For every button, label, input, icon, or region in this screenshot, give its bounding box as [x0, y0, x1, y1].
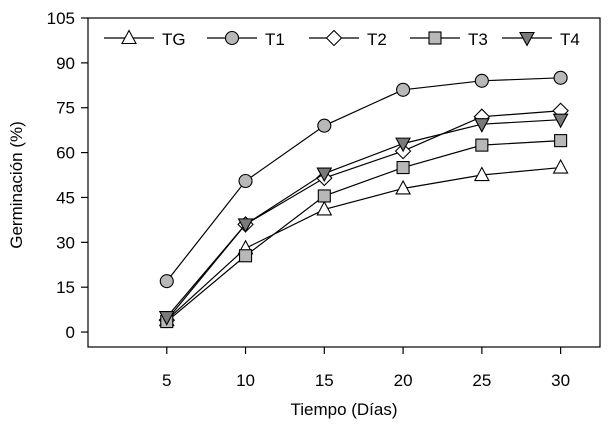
plot-marks — [158, 70, 569, 329]
legend-marker-t4 — [519, 31, 535, 47]
series-t3-line — [166, 140, 561, 323]
series-tg-point — [316, 200, 333, 216]
legend-marker-tg — [121, 29, 137, 45]
series-t1-point — [159, 274, 174, 289]
series-t1-line — [166, 77, 561, 282]
y-tick-label: 30 — [56, 233, 75, 252]
series-t4-point — [552, 113, 569, 129]
legend-marker-t2 — [325, 29, 343, 47]
series-t4-point — [316, 167, 333, 183]
x-tick-label: 5 — [162, 371, 171, 390]
series-t4-point — [158, 311, 175, 326]
series-t3-point — [554, 134, 568, 148]
axes: 0 15 30 45 60 75 90 105 5 10 15 20 25 30 — [47, 9, 601, 390]
x-tick-label: 20 — [394, 371, 413, 390]
legend-label-t3: T3 — [468, 30, 488, 49]
y-tick-label: 45 — [56, 188, 75, 207]
series-tg-point — [552, 158, 569, 174]
x-tick-label: 15 — [315, 371, 334, 390]
y-tick-label: 105 — [47, 9, 75, 28]
series-t1-point — [474, 73, 489, 88]
legend: TG T1 T2 T3 T4 — [104, 29, 580, 49]
series-t4-point — [395, 137, 411, 153]
y-tick-label: 0 — [66, 323, 75, 342]
x-tick-label: 25 — [472, 371, 491, 390]
legend-label-t4: T4 — [560, 30, 580, 49]
legend-label-t1: T1 — [265, 30, 285, 49]
series-t1-point — [396, 82, 411, 97]
legend-marker-t3 — [428, 31, 442, 45]
series-t1-point — [553, 70, 568, 85]
y-axis-title: Germinación (%) — [7, 121, 26, 249]
series-t4-point — [237, 218, 254, 234]
x-tick-label: 10 — [236, 371, 255, 390]
series-t1-point — [317, 118, 332, 133]
series-t4-line — [166, 119, 561, 318]
series-t1-point — [238, 173, 253, 189]
y-tick-label: 90 — [56, 54, 75, 73]
series-t3-point — [238, 249, 253, 263]
series-t3-point — [317, 189, 331, 203]
legend-label-t2: T2 — [367, 30, 387, 49]
x-axis-title: Tiempo (Días) — [290, 400, 397, 419]
plot-frame — [87, 17, 601, 348]
y-tick-label: 60 — [56, 144, 75, 163]
series-tg-point — [473, 166, 490, 182]
y-tick-label: 75 — [56, 99, 75, 118]
x-tick-label: 30 — [551, 371, 570, 390]
legend-marker-t1 — [224, 30, 240, 46]
series-t2-line — [166, 110, 561, 321]
series-t3-point — [396, 160, 410, 175]
legend-label-tg: TG — [162, 30, 186, 49]
y-tick-label: 15 — [56, 278, 75, 297]
series-t4-point — [473, 118, 490, 133]
series-t3-point — [475, 138, 489, 152]
series-tg-point — [395, 179, 411, 195]
series-tg-line — [166, 166, 561, 321]
